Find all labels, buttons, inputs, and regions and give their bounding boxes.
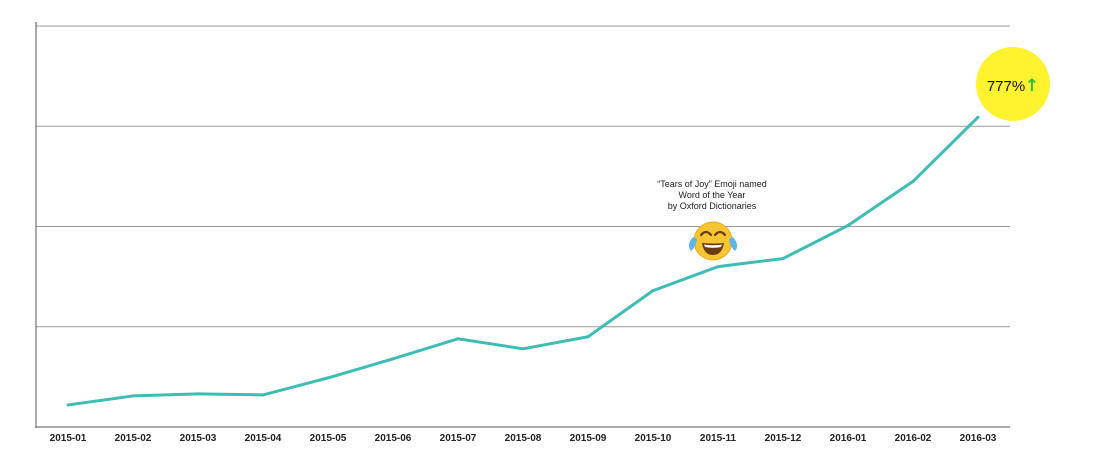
x-tick-label: 2015-03 — [180, 433, 217, 444]
x-tick-label: 2015-06 — [375, 433, 412, 444]
x-tick-label: 2015-04 — [245, 433, 282, 444]
x-tick-label: 2015-11 — [700, 433, 737, 444]
x-tick-label: 2015-08 — [505, 433, 542, 444]
data-point — [66, 403, 70, 407]
data-point — [716, 265, 720, 269]
badge-circle — [976, 47, 1050, 121]
tears-of-joy-emoji-icon — [688, 221, 738, 261]
x-tick-label: 2015-10 — [635, 433, 672, 444]
annotation-line-3: by Oxford Dictionaries — [668, 201, 757, 211]
annotation: “Tears of Joy” Emoji named Word of the Y… — [657, 179, 767, 261]
series-line — [67, 116, 980, 407]
x-tick-label: 2016-03 — [960, 433, 997, 444]
data-points — [66, 115, 980, 407]
data-point — [911, 179, 915, 183]
x-tick-label: 2015-01 — [50, 433, 87, 444]
data-point — [326, 376, 330, 380]
data-point — [781, 257, 785, 261]
annotation-line-2: Word of the Year — [679, 190, 746, 200]
data-point — [196, 392, 200, 396]
data-point — [846, 223, 850, 227]
x-tick-label: 2015-09 — [570, 433, 607, 444]
data-point — [521, 347, 525, 351]
badge-percent: 777% — [987, 78, 1025, 95]
x-tick-label: 2015-07 — [440, 433, 477, 444]
data-point — [261, 393, 265, 397]
x-tick-label: 2016-01 — [830, 433, 867, 444]
x-tick-label: 2015-02 — [115, 433, 152, 444]
data-point — [586, 335, 590, 339]
annotation-line-1: “Tears of Joy” Emoji named — [657, 179, 767, 189]
up-arrow-icon: ↑ — [1025, 76, 1039, 96]
x-tick-label: 2015-12 — [765, 433, 802, 444]
gridlines — [36, 25, 1010, 428]
growth-badge: 777% ↑ — [976, 47, 1050, 121]
x-tick-labels: 2015-01 2015-02 2015-03 2015-04 2015-05 2015-… — [50, 433, 997, 444]
data-point — [976, 115, 980, 119]
data-point — [391, 357, 395, 361]
x-tick-label: 2016-02 — [895, 433, 932, 444]
data-point — [651, 289, 655, 293]
data-point — [456, 337, 460, 341]
data-point — [131, 394, 135, 398]
x-tick-label: 2015-05 — [310, 433, 347, 444]
